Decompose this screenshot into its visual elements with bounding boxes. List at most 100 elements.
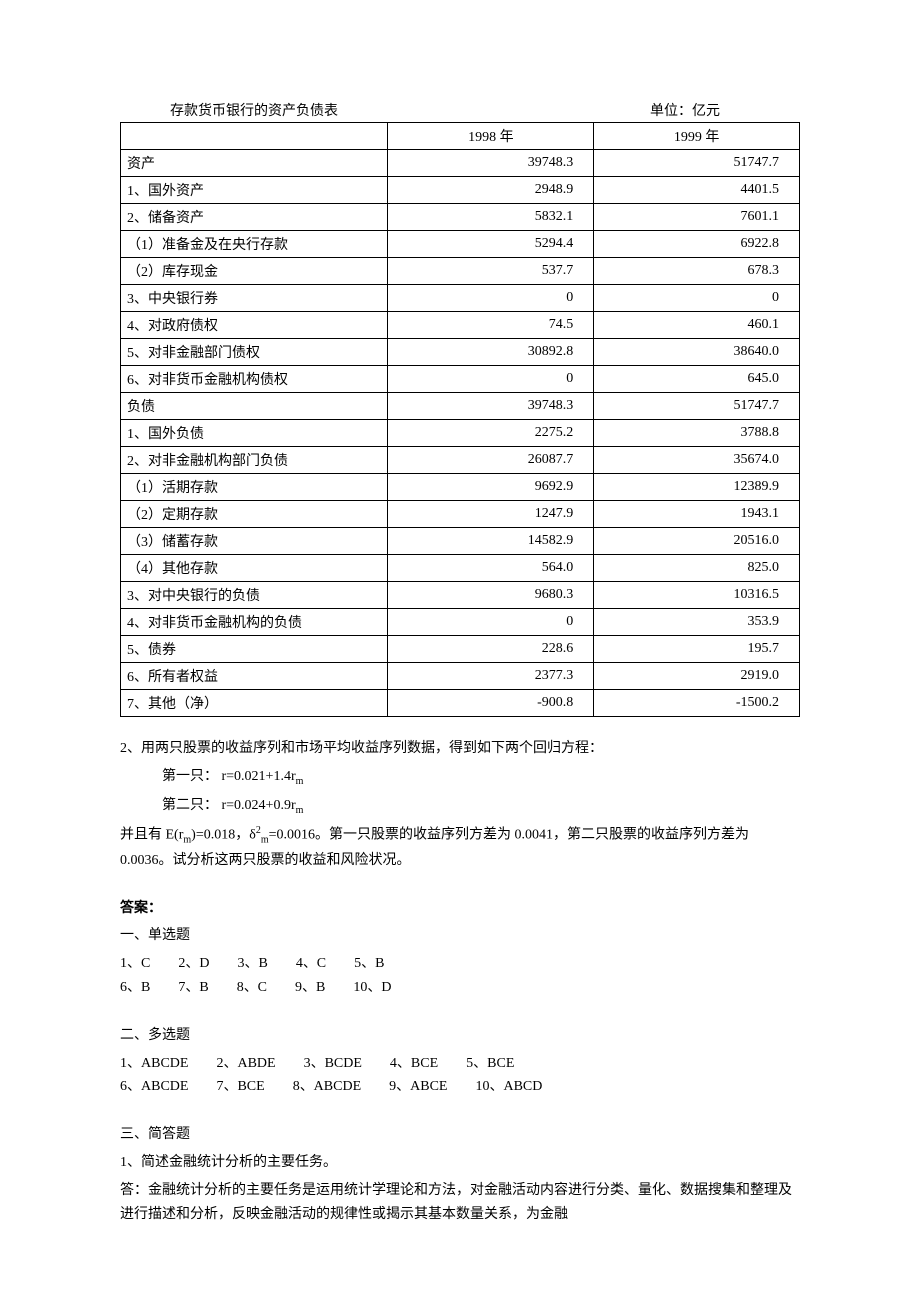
row-label: 负债 [121,393,388,420]
balance-sheet-table: 1998 年1999 年资产39748.351747.71、国外资产2948.9… [120,122,800,717]
row-val-1998: -900.8 [388,690,594,717]
row-label: 2、对非金融机构部门负债 [121,447,388,474]
row-val-1999: 10316.5 [594,582,800,609]
row-val-1998: 39748.3 [388,150,594,177]
row-val-1999: 51747.7 [594,150,800,177]
table-row: 资产39748.351747.7 [121,150,800,177]
row-label: 3、对中央银行的负债 [121,582,388,609]
row-val-1999: 4401.5 [594,177,800,204]
row-label: （2）定期存款 [121,501,388,528]
row-label: 5、对非金融部门债权 [121,339,388,366]
row-label: 6、所有者权益 [121,663,388,690]
row-label: 资产 [121,150,388,177]
row-val-1999: 38640.0 [594,339,800,366]
row-val-1998: 74.5 [388,312,594,339]
s2-row2: 6、ABCDE 7、BCE 8、ABCDE 9、ABCE 10、ABCD [120,1075,800,1099]
row-label: （2）库存现金 [121,258,388,285]
row-label: 1、国外资产 [121,177,388,204]
table-row: （3）储蓄存款14582.920516.0 [121,528,800,555]
row-val-1999: 460.1 [594,312,800,339]
table-row: 5、对非金融部门债权30892.838640.0 [121,339,800,366]
table-row: （1）准备金及在央行存款5294.46922.8 [121,231,800,258]
row-val-1998: 9680.3 [388,582,594,609]
row-label: 5、债券 [121,636,388,663]
row-label: 4、对政府债权 [121,312,388,339]
table-row: 7、其他（净）-900.8-1500.2 [121,690,800,717]
header-1999: 1999 年 [594,123,800,150]
table-row: 5、债券228.6195.7 [121,636,800,663]
row-val-1998: 2948.9 [388,177,594,204]
table-row: 2、对非金融机构部门负债26087.735674.0 [121,447,800,474]
row-val-1998: 14582.9 [388,528,594,555]
row-val-1998: 5832.1 [388,204,594,231]
header-1998: 1998 年 [388,123,594,150]
s2-row1: 1、ABCDE 2、ABDE 3、BCDE 4、BCE 5、BCE [120,1052,800,1076]
row-val-1999: 12389.9 [594,474,800,501]
section1-title: 一、单选题 [120,924,800,948]
section3-title: 三、简答题 [120,1123,800,1147]
row-val-1998: 5294.4 [388,231,594,258]
row-label: 7、其他（净） [121,690,388,717]
s1-row1: 1、C 2、D 3、B 4、C 5、B [120,952,800,976]
table-row: 4、对政府债权74.5460.1 [121,312,800,339]
row-val-1999: 35674.0 [594,447,800,474]
row-val-1998: 30892.8 [388,339,594,366]
row-val-1998: 1247.9 [388,501,594,528]
row-val-1999: 353.9 [594,609,800,636]
row-val-1998: 2377.3 [388,663,594,690]
row-val-1999: 678.3 [594,258,800,285]
table-row: （2）定期存款1247.91943.1 [121,501,800,528]
row-val-1999: 645.0 [594,366,800,393]
row-val-1999: 1943.1 [594,501,800,528]
row-label: （4）其他存款 [121,555,388,582]
header-blank [121,123,388,150]
row-val-1998: 228.6 [388,636,594,663]
table-row: 2、储备资产5832.17601.1 [121,204,800,231]
row-label: 6、对非货币金融机构债权 [121,366,388,393]
row-val-1998: 0 [388,609,594,636]
table-row: （1）活期存款9692.912389.9 [121,474,800,501]
table-row: 负债39748.351747.7 [121,393,800,420]
table-header-row: 1998 年1999 年 [121,123,800,150]
table-row: 3、对中央银行的负债9680.310316.5 [121,582,800,609]
row-label: 3、中央银行券 [121,285,388,312]
q2-eq1: 第一只： r=0.021+1.4rm [120,765,800,790]
s1-row2: 6、B 7、B 8、C 9、B 10、D [120,976,800,1000]
q2-intro: 2、用两只股票的收益序列和市场平均收益序列数据，得到如下两个回归方程： [120,737,800,761]
q2-eq2: 第二只： r=0.024+0.9rm [120,794,800,819]
row-val-1998: 2275.2 [388,420,594,447]
answers-title: 答案： [120,897,800,921]
row-label: 4、对非货币金融机构的负债 [121,609,388,636]
row-label: 1、国外负债 [121,420,388,447]
table-row: 1、国外资产2948.94401.5 [121,177,800,204]
s3-a1: 答：金融统计分析的主要任务是运用统计学理论和方法，对金融活动内容进行分类、量化、… [120,1179,800,1227]
table-title: 存款货币银行的资产负债表 [170,100,338,120]
row-val-1998: 39748.3 [388,393,594,420]
table-row: 1、国外负债2275.23788.8 [121,420,800,447]
row-val-1999: 51747.7 [594,393,800,420]
table-row: 4、对非货币金融机构的负债0353.9 [121,609,800,636]
section2-title: 二、多选题 [120,1024,800,1048]
row-label: （1）准备金及在央行存款 [121,231,388,258]
table-header-bar: 存款货币银行的资产负债表 单位：亿元 [120,100,800,122]
table-row: 6、所有者权益2377.32919.0 [121,663,800,690]
row-label: （1）活期存款 [121,474,388,501]
table-row: 3、中央银行券00 [121,285,800,312]
row-val-1998: 26087.7 [388,447,594,474]
row-val-1999: 3788.8 [594,420,800,447]
row-val-1999: -1500.2 [594,690,800,717]
row-val-1999: 20516.0 [594,528,800,555]
table-row: 6、对非货币金融机构债权0645.0 [121,366,800,393]
row-val-1999: 6922.8 [594,231,800,258]
row-val-1998: 9692.9 [388,474,594,501]
table-unit: 单位：亿元 [650,100,720,120]
row-val-1999: 7601.1 [594,204,800,231]
row-label: （3）储蓄存款 [121,528,388,555]
s3-q1: 1、简述金融统计分析的主要任务。 [120,1151,800,1175]
row-val-1999: 195.7 [594,636,800,663]
row-val-1998: 0 [388,366,594,393]
row-val-1998: 537.7 [388,258,594,285]
table-row: （2）库存现金537.7678.3 [121,258,800,285]
row-val-1998: 0 [388,285,594,312]
row-val-1999: 825.0 [594,555,800,582]
